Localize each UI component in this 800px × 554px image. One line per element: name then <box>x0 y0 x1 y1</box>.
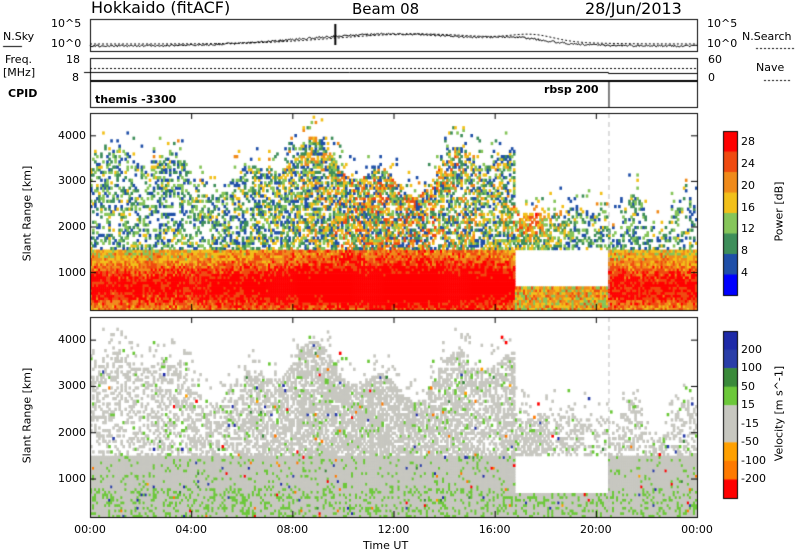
velocity-colorbar-label: Velocity [m s^-1] <box>772 365 786 462</box>
x-tick-3: 12:00 <box>377 523 410 536</box>
velocity-cbar-tick-4: -15 <box>741 416 759 430</box>
x-axis-label: Time UT <box>363 539 409 552</box>
x-tick-6: 00:00 <box>681 523 713 536</box>
freq-tick-max: 18 <box>66 53 80 66</box>
station-title: Hokkaido (fitACF) <box>91 0 231 17</box>
power-colorbar-label: Power [dB] <box>772 181 786 242</box>
cpid-label-themis: themis -3300 <box>95 93 177 106</box>
cpid-label-rbsp: rbsp 200 <box>544 83 599 96</box>
power-cbar-tick-0: 4 <box>741 266 748 280</box>
x-tick-5: 20:00 <box>579 523 612 536</box>
power-ytick-1: 2000 <box>58 220 86 233</box>
velocity-cbar-tick-7: -200 <box>741 472 766 486</box>
power-cbar-tick-4: 20 <box>741 178 755 192</box>
power-cbar-tick-2: 12 <box>741 222 755 236</box>
x-tick-1: 04:00 <box>175 523 207 536</box>
freq-label: Freq. <box>5 53 33 66</box>
velocity-cbar-tick-1: 100 <box>741 361 762 375</box>
power-ylabel: Slant Range [km] <box>20 165 34 262</box>
power-cbar-tick-6: 28 <box>741 134 755 148</box>
x-tick-4: 16:00 <box>478 523 511 536</box>
power-cbar-tick-3: 16 <box>741 200 755 214</box>
noise-left-tick-min: 10^0 <box>51 37 82 50</box>
nsky-label: N.Sky <box>3 30 35 43</box>
velocity-cbar-tick-5: -50 <box>741 435 759 449</box>
nave-label: Nave <box>756 61 785 74</box>
velocity-cbar-tick-0: 200 <box>741 342 762 356</box>
noise-left-tick-max: 10^5 <box>51 17 82 30</box>
velocity-cbar-tick-3: 15 <box>741 398 755 412</box>
x-tick-2: 08:00 <box>276 523 309 536</box>
velocity-ylabel: Slant Range [km] <box>20 367 34 464</box>
beam-title: Beam 08 <box>352 0 420 18</box>
power-ytick-0: 1000 <box>58 265 86 279</box>
power-ytick-2: 3000 <box>58 174 86 188</box>
velocity-ytick-1: 2000 <box>58 425 86 439</box>
cpid-label: CPID <box>8 87 38 100</box>
noise-right-tick-max: 10^5 <box>707 17 738 30</box>
x-tick-0: 00:00 <box>74 523 106 536</box>
power-ytick-3: 4000 <box>58 128 86 142</box>
velocity-cbar-tick-6: -100 <box>741 453 766 467</box>
velocity-ytick-0: 1000 <box>58 472 86 486</box>
power-cbar-tick-5: 24 <box>741 156 755 170</box>
velocity-ytick-3: 4000 <box>58 333 86 347</box>
nave-tick-max: 60 <box>708 53 722 66</box>
power-cbar-tick-1: 8 <box>741 244 748 258</box>
nave-tick-min: 0 <box>708 71 715 84</box>
nsearch-label: N.Search <box>742 30 792 43</box>
velocity-cbar-tick-2: 50 <box>741 379 755 393</box>
freq-tick-min: 8 <box>72 71 79 84</box>
date-title: 28/Jun/2013 <box>585 0 682 18</box>
freq-unit-label: [MHz] <box>3 66 36 79</box>
velocity-ytick-2: 3000 <box>58 379 86 393</box>
noise-right-tick-min: 10^0 <box>707 37 738 50</box>
